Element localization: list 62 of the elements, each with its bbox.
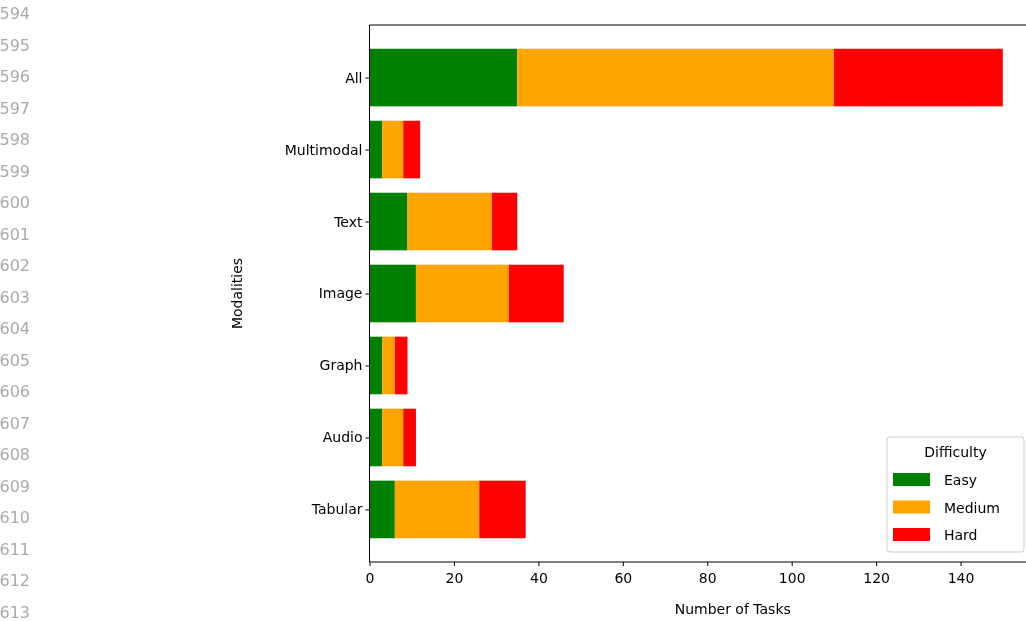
y-axis-title: Modalities (229, 257, 245, 330)
x-tick-label: 80 (698, 570, 717, 586)
y-tick-label: Audio (322, 429, 363, 446)
x-tick-label: 40 (529, 570, 548, 586)
legend-title: Difficulty (924, 444, 987, 460)
text: 604 (0, 319, 30, 338)
text: 594 (0, 4, 30, 23)
y-tick-label: Multimodal (284, 141, 363, 158)
text: 606 (0, 382, 30, 401)
y-tick-label: Graph (319, 357, 363, 374)
y-tick-label: Tabular (310, 501, 363, 518)
x-tick-label: 60 (614, 570, 633, 586)
bar (382, 120, 404, 179)
text: 610 (0, 508, 30, 527)
x-tick-label: 120 (863, 570, 890, 586)
legend-label: Medium (944, 499, 1000, 516)
bar (382, 336, 395, 395)
bar (403, 120, 421, 179)
text: 605 (0, 350, 30, 370)
x-axis-title: Number of Tasks (674, 601, 791, 617)
x-tick-label: 20 (445, 570, 464, 586)
text: 611 (0, 539, 30, 559)
text: 599 (0, 161, 30, 181)
bar (407, 192, 492, 251)
text: 601 (0, 224, 30, 244)
bar (369, 192, 408, 251)
bar (369, 120, 383, 179)
bar (369, 480, 395, 539)
bar (508, 264, 564, 323)
text: 612 (0, 571, 30, 590)
bar (394, 480, 480, 539)
text: 598 (0, 130, 30, 149)
bar (369, 264, 416, 323)
text: 597 (0, 98, 30, 118)
bar (369, 336, 383, 395)
bar (415, 264, 509, 323)
bar (517, 48, 834, 107)
bar (394, 336, 408, 395)
bar (403, 408, 416, 467)
legend-label: Hard (944, 527, 978, 543)
bar (491, 192, 518, 251)
x-tick-label: 100 (778, 570, 806, 586)
text: 609 (0, 476, 30, 496)
text: 607 (0, 413, 30, 433)
bar (479, 480, 526, 539)
text: 608 (0, 445, 30, 464)
text: 595 (0, 35, 30, 55)
bar (382, 408, 404, 467)
x-tick-label: 0 (365, 570, 375, 586)
text: 603 (0, 287, 30, 307)
legend-label: Easy (944, 472, 978, 488)
x-tick-label: 140 (947, 570, 975, 586)
y-tick-label: Text (333, 213, 363, 230)
bar (833, 48, 1003, 107)
y-tick-label: Image (318, 285, 363, 302)
y-tick-label: All (345, 69, 363, 86)
text: 600 (0, 193, 30, 212)
text: 602 (0, 256, 30, 275)
bar (369, 48, 518, 107)
text: 613 (0, 602, 30, 621)
text: 596 (0, 67, 30, 86)
bar (369, 408, 383, 467)
